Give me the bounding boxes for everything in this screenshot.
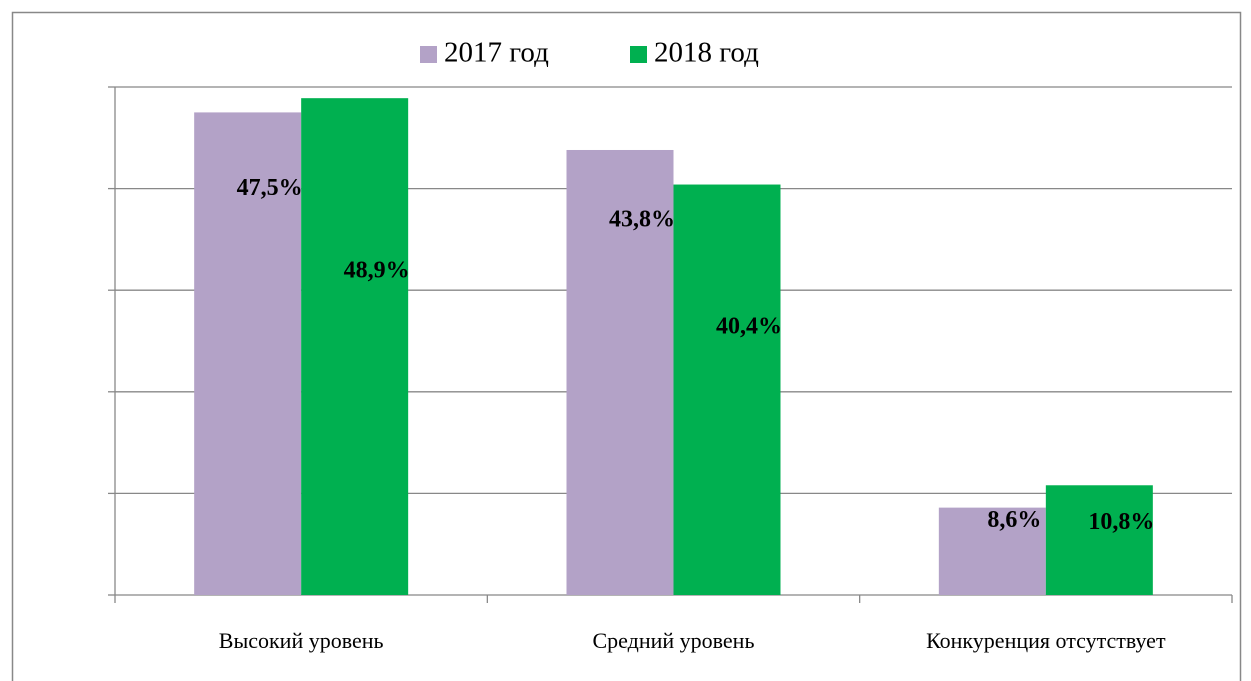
data-label: 47,5% (237, 175, 303, 201)
data-label: 43,8% (609, 207, 675, 233)
bar (566, 149, 674, 595)
chart-border (11, 11, 1242, 681)
x-tick-label: Средний уровень (593, 628, 755, 653)
x-tick-label: Конкуренция отсутствует (926, 628, 1166, 653)
bar (301, 98, 409, 596)
legend-swatch (630, 46, 647, 63)
x-tick-label: Высокий уровень (219, 628, 384, 653)
bar (938, 507, 1046, 595)
legend-label: 2018 год (654, 37, 759, 69)
bar (1045, 485, 1153, 595)
data-label: 10,8% (1088, 509, 1154, 535)
data-label: 40,4% (716, 314, 782, 340)
legend-label: 2017 год (444, 37, 549, 69)
bar (194, 112, 302, 596)
data-label: 8,6% (987, 507, 1041, 533)
bar (673, 184, 781, 595)
data-label: 48,9% (344, 258, 410, 284)
legend-swatch (420, 46, 437, 63)
